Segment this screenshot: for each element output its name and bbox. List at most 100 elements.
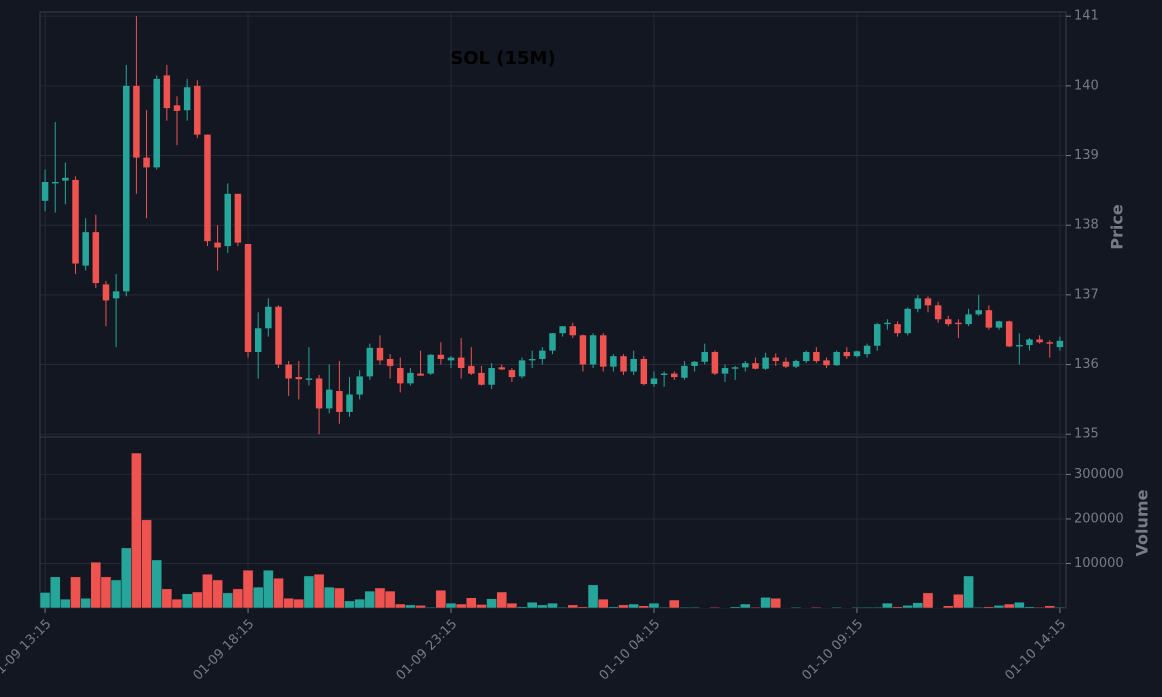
candle-body [813,352,820,362]
candle-body [204,134,211,242]
candle-body [285,364,292,379]
volume-bar [587,584,599,609]
candle-body [559,326,566,334]
volume-bar [516,606,528,609]
candle-body [945,319,952,325]
candle-body [599,335,607,367]
candle-body [315,378,323,409]
candle-body [194,85,201,135]
volume-bar [618,604,629,609]
candle-body [275,306,282,365]
volume-bar [638,605,650,609]
volume-bar [445,602,457,609]
volume-bar [242,569,254,609]
candle-body [701,352,708,362]
volume-bar [496,591,508,609]
candle-body [265,306,272,329]
volume-bar [1054,606,1066,609]
y2-axis-label: Volume [1133,489,1152,556]
volume-bar [49,576,61,609]
volume-bar [993,605,1005,609]
volume-bar [435,589,447,609]
volume-bar [648,602,660,609]
volume-bar [526,601,538,609]
candle-body [772,357,780,362]
candle-body [934,305,942,320]
candle-body [539,350,546,359]
candle-body [721,368,729,374]
candle-body [457,357,465,369]
volume-bar [273,577,284,609]
volume-bar [557,606,568,609]
candle-body [640,358,648,385]
candle-body [183,87,191,111]
candle-body [254,328,262,352]
candle-body [244,244,252,352]
candle-body [843,352,851,357]
volume-bar [597,598,609,609]
volume-bar [476,604,487,609]
candle-body [1026,339,1033,346]
volume-bar [303,575,315,609]
candle-body [295,377,303,380]
volume-bar [506,602,518,609]
candle-body [995,321,1003,328]
volume-bar [141,519,152,609]
volume-bar [871,606,883,609]
y-tick-label: 135 [1074,427,1099,442]
volume-bar [415,605,426,609]
volume-bar [1024,606,1035,609]
volume-bar [831,606,842,609]
candle-body [62,177,69,181]
volume-bar [963,575,974,609]
candle-body [650,378,658,385]
candle-body [133,85,140,158]
volume-bar [364,590,376,609]
volume-bar [709,606,721,609]
candle-body [965,314,972,325]
candle-body [376,347,384,361]
volume-bar [750,606,761,609]
candle-body [123,85,130,292]
candle-body [468,365,475,374]
volume-bar [851,606,863,609]
candle-body [72,179,79,264]
candle-body [691,361,698,366]
volume-bar [892,606,903,609]
volume-bar [425,606,437,609]
candle-body [41,182,49,201]
y2-tick-label: 100000 [1074,556,1124,571]
y-tick-label: 140 [1074,78,1099,93]
candle-body [386,358,394,366]
candle-body [1036,339,1043,343]
volume-bar [567,604,579,609]
y-tick-label: 136 [1074,357,1099,372]
candle-body [1056,340,1064,348]
candle-body [894,324,901,334]
candle-body [437,354,445,359]
volume-bar [344,600,355,609]
volume-bar [790,606,802,609]
candle-body [173,105,181,111]
volume-bar [760,597,771,609]
volume-bar [80,597,91,609]
y-axis-label: Price [1108,204,1127,250]
candle-body [447,357,455,361]
volume-bar [334,587,345,609]
volume-bar [384,590,396,609]
candle-body [823,360,830,366]
y-tick-label: 138 [1074,218,1099,233]
candle-body [397,368,404,384]
volume-bar [953,593,964,609]
y-tick-label: 137 [1074,287,1099,302]
volume-bar [577,606,589,609]
candle-body [782,361,790,367]
volume-bar [181,593,193,609]
volume-bar [628,603,640,609]
volume-bar [729,606,741,609]
y-tick-label: 139 [1074,148,1099,163]
y2-tick-label: 200000 [1074,511,1124,526]
candle-body [366,347,374,377]
